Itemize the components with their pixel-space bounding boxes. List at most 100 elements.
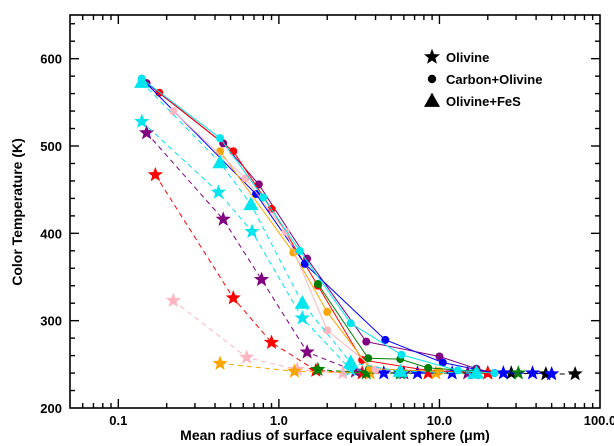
data-point-star — [225, 289, 241, 305]
data-point-star — [134, 113, 150, 129]
data-point-circle — [251, 190, 260, 199]
data-point-star — [139, 124, 155, 140]
data-point-star — [299, 344, 315, 359]
legend-marker-star — [424, 48, 440, 64]
series-circle-10 — [137, 74, 499, 378]
legend-marker-triangle — [424, 92, 440, 107]
x-axis-label-text: Mean radius of surface equivalent sphere… — [180, 427, 464, 443]
data-point-circle — [300, 259, 309, 268]
series-circle-12 — [169, 107, 380, 374]
data-point-star — [376, 365, 392, 380]
data-point-circle — [435, 352, 444, 361]
series-circle-9 — [155, 88, 492, 378]
series-line — [141, 121, 473, 374]
series-circle-8 — [142, 79, 499, 378]
series-star-3 — [134, 113, 480, 380]
series-line — [141, 81, 477, 374]
legend: Olivine Carbon+Olivine Olivine+FeS — [424, 48, 542, 109]
data-point-star — [212, 355, 228, 370]
x-tick-label: 0.1 — [109, 413, 127, 428]
plot-frame — [69, 14, 601, 409]
x-axis-label-close: ) — [485, 427, 490, 443]
data-point-circle — [358, 355, 367, 364]
legend-label: Carbon+Olivine — [446, 72, 542, 87]
data-point-circle — [424, 363, 433, 372]
data-point-star — [210, 184, 227, 199]
data-point-star — [510, 365, 526, 380]
data-point-star — [239, 349, 255, 364]
y-tick-label: 600 — [40, 52, 62, 67]
series-layer — [134, 74, 583, 381]
data-point-triangle — [392, 363, 408, 377]
data-point-circle — [438, 358, 447, 367]
data-point-triangle — [134, 74, 150, 88]
y-tick-label: 300 — [40, 314, 62, 329]
data-point-circle — [241, 174, 250, 183]
data-point-star — [503, 365, 519, 380]
data-point-triangle — [243, 196, 259, 211]
data-point-star — [524, 365, 541, 380]
data-point-circle — [313, 279, 322, 288]
y-axis-label: Color Temperature (K) — [9, 138, 25, 286]
x-axis-label-unit: μm — [464, 427, 485, 443]
data-point-triangle — [294, 295, 310, 309]
series-line — [141, 78, 495, 374]
data-point-circle — [364, 354, 373, 363]
data-point-star — [544, 365, 560, 381]
data-point-star — [335, 365, 351, 380]
data-point-circle — [362, 337, 371, 346]
series-star-4 — [165, 292, 351, 380]
data-point-star — [343, 361, 359, 377]
series-line — [154, 174, 488, 374]
data-point-circle — [381, 335, 390, 344]
data-point-triangle — [468, 365, 485, 379]
series-line — [146, 132, 468, 374]
data-point-star — [147, 166, 163, 182]
series-circle-13 — [313, 279, 481, 376]
y-tick-label: 400 — [40, 226, 62, 241]
data-point-circle — [216, 134, 225, 143]
data-point-star — [347, 363, 364, 378]
legend-label: Olivine+FeS — [446, 94, 521, 109]
series-triangle-15 — [134, 74, 485, 379]
series-star-1 — [147, 166, 496, 380]
series-line — [219, 150, 440, 372]
series-line — [173, 300, 343, 374]
x-tick-label: 1.0 — [270, 413, 288, 428]
series-line — [141, 78, 495, 374]
data-point-star — [286, 363, 303, 378]
data-point-circle — [397, 350, 406, 359]
data-point-star — [165, 292, 181, 308]
data-point-star — [215, 211, 231, 226]
data-point-star — [244, 223, 260, 239]
data-point-circle — [259, 193, 268, 202]
x-tick-label: 10.0 — [427, 413, 452, 428]
data-point-star — [495, 365, 511, 380]
data-point-star — [263, 334, 280, 349]
data-point-star — [567, 365, 583, 381]
y-tick-label: 200 — [40, 401, 62, 416]
ticks-layer: 200 300 400 500 600 0.1 1.0 10.0 100.0 — [40, 15, 614, 428]
x-tick-label: 100.0 — [584, 413, 614, 428]
data-point-star — [358, 365, 374, 380]
data-point-star — [409, 365, 426, 380]
data-point-circle — [490, 369, 499, 378]
data-point-star — [253, 271, 270, 287]
series-circle-14 — [137, 74, 499, 378]
data-point-circle — [323, 326, 332, 335]
data-point-circle — [453, 366, 462, 375]
data-point-triangle — [212, 154, 228, 169]
data-point-circle — [229, 147, 238, 156]
data-point-circle — [295, 246, 304, 255]
data-point-circle — [169, 107, 178, 116]
data-point-star — [538, 365, 554, 381]
legend-label: Olivine — [446, 50, 489, 65]
series-star-2 — [139, 124, 476, 380]
data-point-circle — [371, 365, 380, 374]
data-point-triangle — [343, 354, 359, 369]
data-point-circle — [435, 367, 444, 376]
series-line — [146, 82, 495, 374]
data-point-circle — [323, 307, 332, 316]
